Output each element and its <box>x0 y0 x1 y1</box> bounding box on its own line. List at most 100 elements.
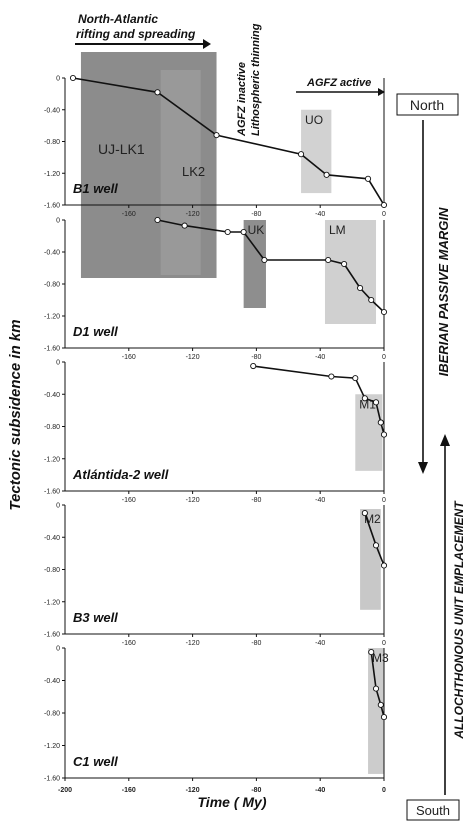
interval-label-1-1: LM <box>329 223 346 237</box>
data-point-0-6 <box>380 201 388 209</box>
series-line-1 <box>157 219 385 313</box>
x-tick-label-1-1: -120 <box>186 354 200 361</box>
y-tick-label-1-4: -1.60 <box>44 346 60 353</box>
interval-box-0-0 <box>301 109 332 194</box>
y-tick-label-1-3: -1.20 <box>44 314 60 321</box>
data-point-2-1 <box>328 373 335 380</box>
data-point-2-2 <box>352 375 359 382</box>
allochthonous-label: ALLOCHTHONOUS UNIT EMPLACEMENT <box>452 500 466 740</box>
rift-box-label-1: UJ-LK1 <box>98 141 145 157</box>
interval-label-0-0: UO <box>305 113 323 127</box>
data-point-1-5 <box>325 256 332 264</box>
interval-box-4-0 <box>368 648 384 774</box>
y-tick-label-3-2: -0.80 <box>44 567 60 574</box>
iberian-arrowhead <box>418 462 428 474</box>
y-tick-label-1-0: 0 <box>56 218 60 225</box>
data-point-1-0 <box>154 216 161 224</box>
data-point-0-2 <box>213 132 220 139</box>
y-tick-label-4-1: -0.40 <box>44 678 60 685</box>
data-point-0-4 <box>323 171 330 178</box>
data-point-1-9 <box>380 308 388 316</box>
data-point-1-8 <box>368 296 375 304</box>
south-box <box>406 799 460 821</box>
x-tick-label-4-2: -120 <box>186 787 200 794</box>
agfz-active-arrowhead <box>378 88 385 96</box>
y-tick-label-2-3: -1.20 <box>44 456 60 463</box>
x-tick-label-2-2: -80 <box>251 497 261 504</box>
interval-box-1-0 <box>243 220 266 308</box>
y-tick-label-3-1: -0.40 <box>44 535 60 542</box>
south-label: South <box>416 803 450 818</box>
well-label-2: Atlántida-2 well <box>72 467 169 482</box>
y-tick-label-3-0: 0 <box>56 503 60 510</box>
interval-label-1-0: UK <box>248 223 265 237</box>
x-tick-label-0-1: -120 <box>186 211 200 218</box>
north-atlantic-arrowhead <box>203 39 211 49</box>
y-tick-label-0-1: -0.40 <box>44 107 60 114</box>
data-point-3-0 <box>361 510 368 517</box>
data-point-1-1 <box>181 222 188 229</box>
well-label-4: C1 well <box>73 754 118 769</box>
data-point-0-3 <box>298 151 305 158</box>
x-tick-label-3-0: -160 <box>122 640 136 647</box>
x-tick-label-0-2: -80 <box>251 211 261 218</box>
y-tick-label-0-0: 0 <box>56 76 60 83</box>
x-tick-label-3-2: -80 <box>251 640 261 647</box>
well-label-3: B3 well <box>73 610 118 625</box>
data-point-3-1 <box>372 542 380 549</box>
data-point-0-5 <box>364 175 372 182</box>
interval-box-3-0 <box>360 509 381 610</box>
y-axis-title: Tectonic subsidence in km <box>7 319 24 510</box>
y-tick-label-0-4: -1.60 <box>44 203 60 210</box>
north-label: North <box>410 97 444 113</box>
x-tick-label-3-3: -40 <box>315 640 325 647</box>
y-tick-label-2-4: -1.60 <box>44 489 60 496</box>
data-point-4-2 <box>377 701 384 708</box>
x-tick-label-2-0: -160 <box>122 497 136 504</box>
north-box <box>396 93 459 116</box>
data-point-2-4 <box>372 399 380 406</box>
data-point-3-2 <box>380 562 388 569</box>
data-point-1-4 <box>261 256 268 264</box>
x-tick-label-0-4: 0 <box>382 211 386 218</box>
x-tick-label-2-4: 0 <box>382 497 386 504</box>
data-point-0-1 <box>154 89 161 96</box>
interval-box-1-1 <box>324 220 377 324</box>
interval-label-4-0: M3 <box>372 651 389 665</box>
x-tick-label-0-0: -160 <box>122 211 136 218</box>
x-tick-label-3-1: -120 <box>186 640 200 647</box>
y-tick-label-2-0: 0 <box>56 360 60 367</box>
data-point-2-0 <box>250 362 257 370</box>
y-tick-label-0-2: -0.80 <box>44 139 60 146</box>
well-label-0: B1 well <box>73 181 118 196</box>
x-tick-label-1-3: -40 <box>315 354 325 361</box>
well-label-1: D1 well <box>73 324 118 339</box>
x-tick-label-3-4: 0 <box>382 640 386 647</box>
allochthonous-arrowhead <box>440 434 450 446</box>
data-point-4-0 <box>368 649 375 656</box>
rift-box-label-2: LK2 <box>182 164 205 179</box>
iberian-label: IBERIAN PASSIVE MARGIN <box>436 207 451 376</box>
data-point-1-3 <box>240 228 247 236</box>
x-tick-label-4-0: -200 <box>58 787 72 794</box>
rift-box-inner-shade <box>160 70 201 275</box>
data-point-1-7 <box>357 284 364 292</box>
y-tick-label-2-2: -0.80 <box>44 424 60 431</box>
x-tick-label-4-4: -40 <box>315 787 325 794</box>
x-tick-label-1-2: -80 <box>251 354 261 361</box>
x-axis-title: Time ( My) <box>198 794 267 810</box>
north-atlantic-label-1: North-Atlantic <box>78 12 158 26</box>
x-tick-label-2-3: -40 <box>315 497 325 504</box>
y-tick-label-4-4: -1.60 <box>44 776 60 783</box>
x-tick-label-1-4: 0 <box>382 354 386 361</box>
x-tick-label-4-3: -80 <box>251 787 261 794</box>
series-line-4 <box>370 651 385 718</box>
y-tick-label-4-3: -1.20 <box>44 743 60 750</box>
agfz-inactive-label-2: Lithospheric thinning <box>250 23 262 136</box>
y-tick-label-3-4: -1.60 <box>44 632 60 639</box>
data-point-4-1 <box>372 685 380 692</box>
y-tick-label-0-3: -1.20 <box>44 171 60 178</box>
y-tick-label-1-1: -0.40 <box>44 250 60 257</box>
data-point-1-2 <box>224 228 231 236</box>
y-tick-label-3-3: -1.20 <box>44 599 60 606</box>
